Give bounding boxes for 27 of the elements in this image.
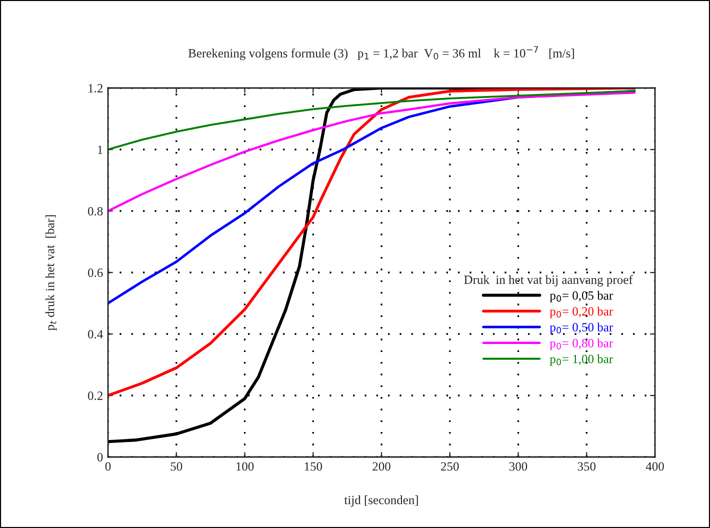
legend-title: Druk in het vat bij aanvang proef (464, 275, 633, 287)
y-tick-label: 0.2 (88, 392, 102, 400)
x-tick-label: 400 (646, 462, 664, 471)
y-tick-label: 1.2 (88, 84, 102, 93)
x-tick-label: 300 (509, 462, 528, 471)
y-tick-label: 0.8 (88, 207, 103, 216)
x-tick-label: 350 (578, 462, 596, 471)
line-series (108, 92, 636, 212)
x-axis-title: tijd [seconden] (344, 495, 418, 507)
x-tick-label: 50 (170, 462, 182, 471)
y-tick-label: 0.6 (88, 268, 103, 278)
y-tick-label: 0 (97, 453, 103, 462)
legend-label: p$_{0}$= 0,20 bar (550, 306, 613, 318)
legend-label: p$_{0}$= 0,80 bar (550, 338, 613, 350)
y-axis-title: p$_{t}$ druk in het vat [bar] (45, 215, 57, 330)
legend-label: p$_{0}$= 0,05 bar (550, 290, 613, 302)
legend-label: p$_{0}$= 0,50 bar (550, 322, 613, 334)
line-series (108, 90, 636, 150)
legend-label: p$_{0}$= 1,00 bar (550, 354, 613, 366)
y-tick-label: 0.4 (88, 330, 103, 339)
x-tick-label: 0 (105, 462, 111, 471)
x-tick-label: 150 (304, 462, 322, 471)
y-tick-label: 1 (98, 146, 102, 154)
chart-title: Berekening volgens formule (3) p$_{1}$ = 1,2 bar V$_{0}$ = 36 ml k = 10$^{−7}$ [m/s] (188, 46, 574, 60)
x-tick-label: 250 (441, 462, 459, 471)
x-tick-label: 200 (372, 462, 390, 471)
x-tick-label: 100 (236, 462, 254, 471)
